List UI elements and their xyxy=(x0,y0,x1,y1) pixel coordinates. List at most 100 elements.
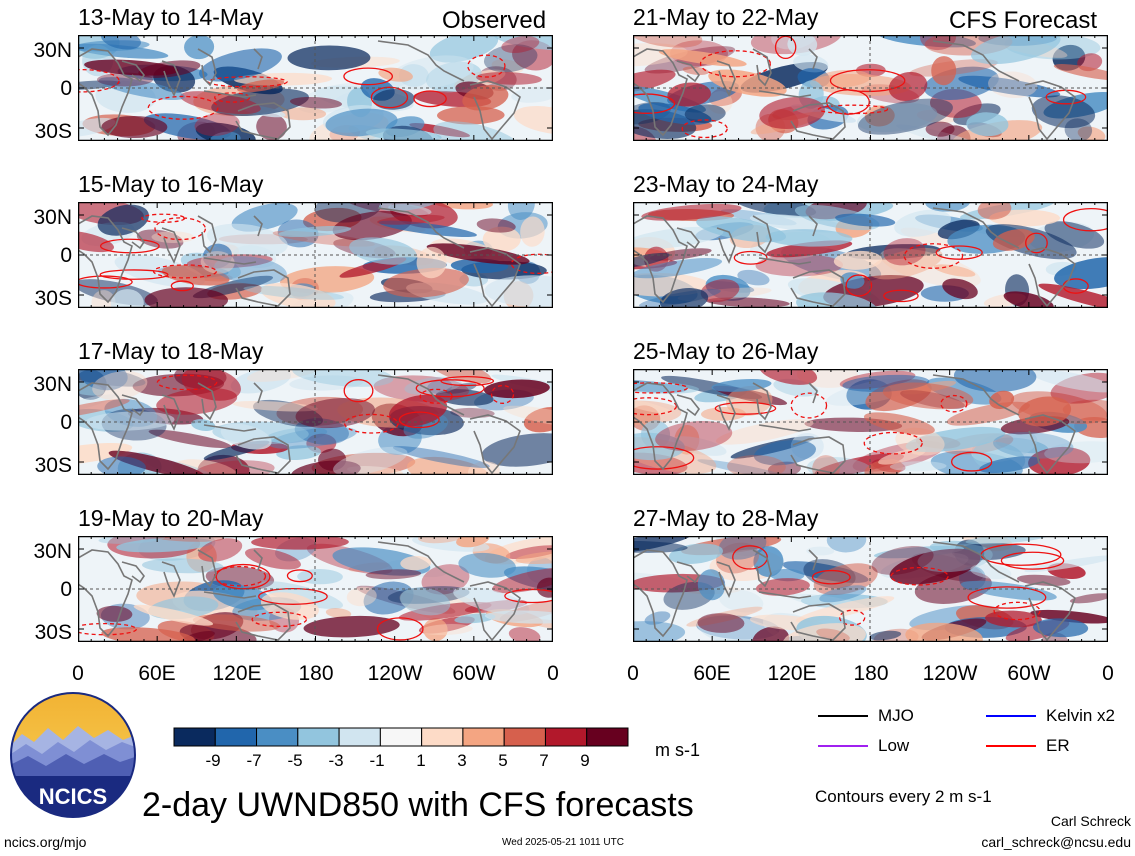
coastline xyxy=(197,549,217,588)
anomaly-shading xyxy=(78,230,114,253)
anomaly-shading xyxy=(894,209,951,237)
anomaly-shading xyxy=(365,128,442,141)
anomaly-shading xyxy=(633,69,676,93)
coastline xyxy=(932,207,1020,249)
anomaly-shading xyxy=(857,98,953,135)
colorbar-label: 3 xyxy=(457,751,467,770)
anomaly-shading xyxy=(484,275,553,307)
er-contour xyxy=(398,411,440,429)
anomaly-shading xyxy=(246,369,328,382)
anomaly-shading xyxy=(256,113,287,141)
anomaly-shading xyxy=(1064,118,1093,141)
anomaly-shading xyxy=(108,450,206,475)
anomaly-shading xyxy=(453,586,530,615)
anomaly-shading xyxy=(458,552,516,578)
er-contour xyxy=(170,280,194,292)
anomaly-shading xyxy=(697,613,745,633)
colorbar-label: -5 xyxy=(287,751,303,770)
legend-label-mjo: MJO xyxy=(878,706,914,725)
coastline xyxy=(377,541,465,583)
panel-title: 21-May to 22-May xyxy=(633,4,819,30)
er-contour xyxy=(935,245,983,260)
anomaly-shading xyxy=(383,267,469,298)
anomaly-shading xyxy=(971,35,1061,65)
er-contour xyxy=(510,253,553,274)
contour-note: Contours every 2 m s-1 xyxy=(815,787,992,806)
coastline xyxy=(758,90,812,98)
coastline xyxy=(790,436,846,474)
anomaly-shading xyxy=(78,399,130,419)
coastline xyxy=(716,227,736,264)
panel-title: 25-May to 26-May xyxy=(633,338,819,364)
anomaly-shading xyxy=(1069,593,1108,604)
lat-tick-label: 30S xyxy=(34,454,72,477)
coastline xyxy=(469,247,521,308)
anomaly-shading xyxy=(346,586,377,607)
anomaly-shading xyxy=(752,626,790,642)
anomaly-shading xyxy=(110,289,144,308)
anomaly-shading xyxy=(633,400,682,425)
coastline xyxy=(676,227,700,250)
anomaly-shading xyxy=(970,564,1012,580)
anomaly-shading xyxy=(864,105,895,127)
colorbar-swatch xyxy=(586,727,629,747)
lon-tick-label: 60E xyxy=(693,662,731,685)
anomaly-shading xyxy=(979,456,1041,474)
coastline xyxy=(633,549,688,638)
anomaly-shading xyxy=(243,285,344,300)
coastline xyxy=(633,382,688,471)
legend-line-low xyxy=(818,745,868,747)
footer-timestamp: Wed 2025-05-21 1011 UTC xyxy=(502,837,624,848)
anomaly-shading xyxy=(136,229,184,249)
anomaly-shading xyxy=(796,292,878,308)
coastline xyxy=(932,40,1020,82)
anomaly-shading xyxy=(806,457,874,475)
anomaly-shading xyxy=(523,407,553,433)
anomaly-shading xyxy=(482,226,521,252)
footer-email: carl_schreck@ncsu.edu xyxy=(981,834,1131,850)
anomaly-shading xyxy=(279,107,327,121)
coastline xyxy=(752,382,772,421)
legend-line-kelvin xyxy=(986,715,1036,717)
anomaly-shading xyxy=(670,436,727,456)
coastline xyxy=(78,215,133,304)
anomaly-shading xyxy=(202,243,233,269)
map-panel xyxy=(633,369,1108,475)
coastline xyxy=(752,48,772,87)
er-contour xyxy=(415,379,485,398)
anomaly-shading xyxy=(363,581,414,615)
coastline xyxy=(197,48,217,87)
lat-tick-label: 30S xyxy=(34,287,72,310)
anomaly-shading xyxy=(200,251,235,274)
er-contour xyxy=(826,89,870,115)
anomaly-shading xyxy=(1031,95,1096,129)
anomaly-shading xyxy=(726,385,773,416)
lon-tick-label: 0 xyxy=(627,662,639,685)
coastline xyxy=(469,414,521,475)
coastline xyxy=(1024,581,1076,642)
lat-tick-label: 30N xyxy=(33,39,72,62)
anomaly-shading xyxy=(287,45,371,71)
coastline xyxy=(197,215,217,254)
anomaly-shading xyxy=(191,419,216,432)
legend-label-low: Low xyxy=(878,736,910,755)
anomaly-shading xyxy=(180,91,261,115)
er-contour xyxy=(467,54,506,78)
coastline xyxy=(758,257,812,265)
coastline xyxy=(932,541,1020,583)
anomaly-shading xyxy=(711,379,772,392)
er-contour xyxy=(154,217,207,241)
colorbar-swatch xyxy=(297,727,340,747)
colorbar-swatch xyxy=(379,727,423,747)
er-contour xyxy=(343,67,393,86)
anomaly-shading xyxy=(214,256,287,285)
coastline xyxy=(121,60,145,83)
er-contour xyxy=(633,446,695,470)
colorbar-swatch xyxy=(462,727,505,747)
anomaly-shading xyxy=(172,459,239,475)
anomaly-shading xyxy=(404,376,462,395)
anomaly-shading xyxy=(655,421,733,452)
anomaly-shading xyxy=(378,220,477,238)
anomaly-shading xyxy=(1053,64,1108,81)
lon-tick-label: 120E xyxy=(767,662,817,685)
